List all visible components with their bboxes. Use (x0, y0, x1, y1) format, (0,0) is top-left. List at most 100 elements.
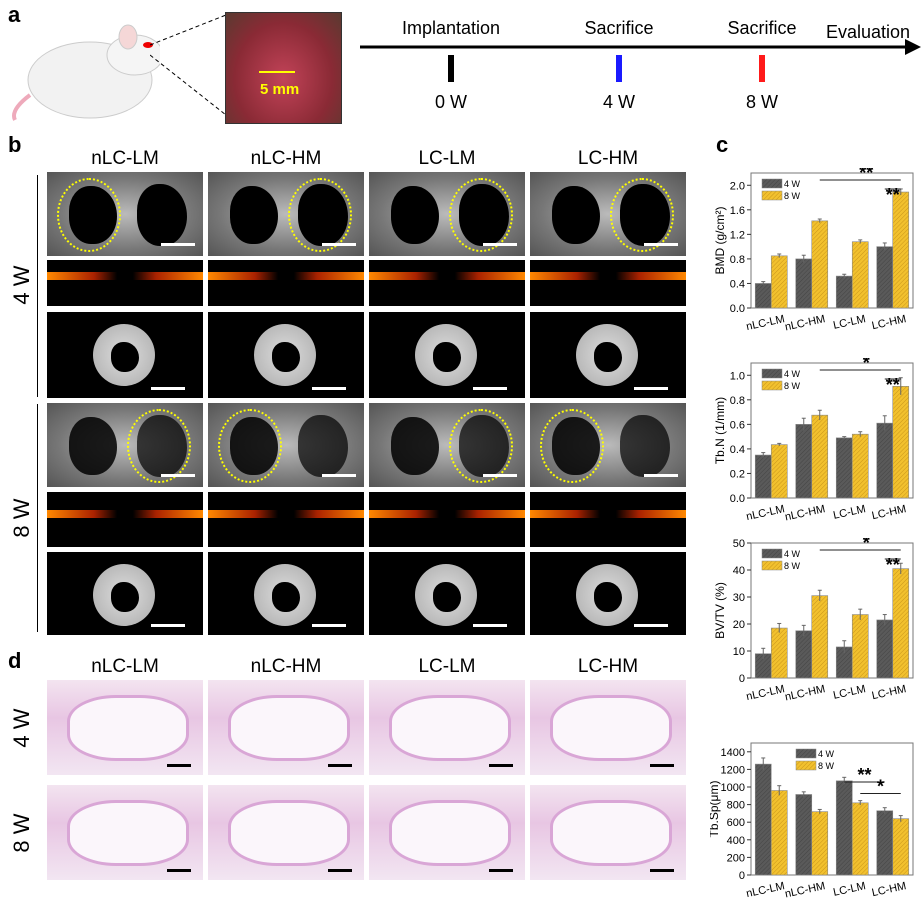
column-header-histology: LC-LM (418, 656, 476, 677)
timeline-tick (759, 55, 765, 82)
scale-bar (167, 869, 191, 872)
y-axis-label: Tb.Sp(μm) (710, 781, 721, 838)
scale-bar (322, 243, 356, 246)
x-tick-label: LC-HM (871, 313, 908, 332)
bar-8w (811, 220, 829, 309)
scale-bar (644, 474, 678, 477)
scale-bar (312, 624, 346, 627)
scale-label: 5 mm (260, 81, 300, 98)
histology-image (208, 785, 364, 880)
legend-label: 4 W (784, 369, 801, 379)
legend-swatch (761, 190, 783, 201)
significance-marker: ** (859, 168, 873, 183)
bar-4w (876, 619, 894, 679)
legend-swatch (761, 560, 783, 571)
y-tick-label: 1000 (721, 782, 745, 794)
legend-label: 8 W (784, 561, 801, 571)
significance-marker: ** (857, 765, 871, 785)
timeline-tick (448, 55, 454, 82)
tissue-outline (228, 695, 350, 761)
bone-section (530, 510, 686, 518)
significance-marker: ** (886, 555, 900, 575)
significance-marker: * (863, 538, 870, 553)
bar-4w (835, 780, 853, 876)
y-tick-label: 20 (733, 619, 745, 631)
scale-bar (473, 624, 507, 627)
bar-4w (795, 424, 813, 499)
ct-axial-image (530, 312, 686, 398)
defect-ellipse (288, 178, 352, 252)
scale-bar (167, 764, 191, 767)
scale-bar (483, 243, 517, 246)
x-tick-label: LC-LM (832, 683, 867, 702)
rat-illustration (12, 24, 160, 121)
scale-bar (634, 387, 668, 390)
bone-section (208, 272, 364, 280)
row-label-histology: 4 W (9, 708, 34, 748)
timeline-week-label: 0 W (434, 92, 467, 112)
chart-3: 0 200 400 600 800 1000 1200 1400 Tb.Sp(μm) nLC-LM… (710, 742, 914, 900)
timeline-tick (616, 55, 622, 82)
defect-hole (594, 582, 622, 612)
bar-8w (770, 255, 788, 309)
bar-8w (811, 811, 829, 876)
y-tick-label: 10 (733, 646, 745, 658)
bar-4w (795, 794, 813, 876)
y-tick-label: 1.6 (730, 205, 745, 217)
scale-bar (161, 474, 195, 477)
column-header-ct: LC-HM (577, 148, 639, 169)
scale-bar (312, 387, 346, 390)
bar-4w (754, 283, 772, 309)
ct-3d-image (530, 172, 686, 256)
legend-swatch (795, 760, 817, 771)
histology-image (369, 785, 525, 880)
ct-axial-image (369, 552, 525, 635)
bone-section (208, 510, 364, 518)
histology-image (530, 680, 686, 775)
bar-4w (754, 454, 772, 499)
tissue-outline (67, 695, 189, 761)
bone-section (369, 272, 525, 280)
x-tick-label: nLC-HM (784, 503, 827, 523)
scale-bar (489, 869, 513, 872)
bar-8w (770, 444, 788, 499)
x-tick-label: LC-LM (832, 503, 867, 522)
defect-hole (620, 415, 670, 477)
defect-ellipse (540, 409, 604, 483)
defect-hole (272, 342, 300, 372)
y-axis-label: BV/TV (%) (713, 582, 727, 639)
timeline-event-label: Sacrifice (584, 18, 654, 38)
row-divider (37, 404, 38, 632)
surgery-photo: 5 mm (225, 12, 342, 124)
bar-8w (892, 568, 910, 679)
legend-swatch (761, 380, 783, 391)
timeline-event-label: Implantation (401, 18, 501, 38)
bar-8w (770, 790, 788, 876)
significance-marker: * (863, 358, 870, 373)
x-tick-label: nLC-HM (784, 313, 827, 333)
bone-section (47, 272, 203, 280)
ct-3d-image (369, 403, 525, 487)
y-tick-label: 1.2 (730, 229, 745, 241)
timeline-week-label: 4 W (602, 92, 635, 112)
bar-4w (835, 437, 853, 499)
ct-cross-section (369, 492, 525, 547)
bar-8w (851, 241, 869, 309)
ct-axial-image (530, 552, 686, 635)
legend-swatch (761, 178, 783, 189)
bar-8w (892, 386, 910, 499)
legend-label: 8 W (818, 761, 835, 771)
histology-image (369, 680, 525, 775)
zoom-lines (150, 14, 227, 116)
defect-hole (391, 186, 439, 244)
scale-bar (328, 869, 352, 872)
x-tick-label: LC-LM (832, 313, 867, 332)
legend-label: 4 W (784, 549, 801, 559)
defect-ellipse (449, 409, 513, 483)
y-tick-label: 30 (733, 592, 745, 604)
ct-3d-image (530, 403, 686, 487)
y-tick-label: 0.0 (730, 303, 745, 315)
histology-image (47, 785, 203, 880)
scale-bar (483, 474, 517, 477)
